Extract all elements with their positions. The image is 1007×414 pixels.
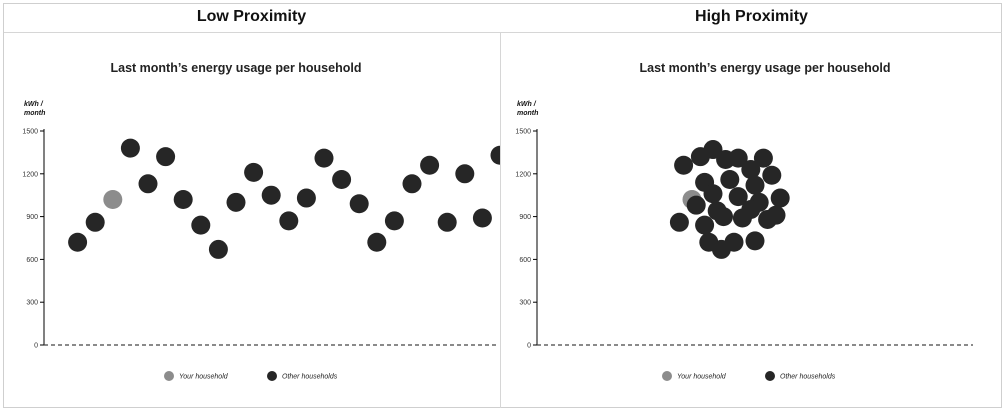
- other-household-point: [208, 239, 228, 259]
- other-household-point: [402, 174, 422, 194]
- y-tick-label: 900: [26, 214, 38, 221]
- other-household-point: [332, 170, 352, 190]
- other-household-point: [690, 147, 710, 167]
- legend-other-households-label: Other households: [282, 374, 338, 381]
- other-household-point: [741, 160, 761, 180]
- other-household-point: [191, 215, 211, 235]
- other-household-point: [669, 212, 689, 232]
- other-household-point: [68, 232, 88, 252]
- panel-divider: [500, 33, 501, 408]
- chart-title: Last month’s energy usage per household: [111, 61, 362, 75]
- y-axis-label-line-1: kWh /: [24, 101, 44, 108]
- legend-other-households-marker: [765, 371, 775, 381]
- other-household-point: [490, 145, 500, 165]
- other-household-point: [85, 212, 105, 232]
- y-axis-label-line-2: month: [517, 110, 538, 117]
- y-tick-label: 1500: [515, 129, 531, 136]
- header-divider: [4, 32, 1002, 33]
- legend-your-household-label: Your household: [677, 374, 727, 381]
- other-household-point: [745, 175, 765, 195]
- other-household-point: [138, 174, 158, 194]
- other-household-point: [724, 232, 744, 252]
- other-household-point: [367, 232, 387, 252]
- y-tick-label: 300: [26, 300, 38, 307]
- other-household-point: [120, 138, 140, 158]
- figure-frame: [3, 3, 1002, 408]
- other-household-point: [695, 215, 715, 235]
- other-household-point: [716, 150, 736, 170]
- legend-your-household-marker: [662, 371, 672, 381]
- y-tick-label: 600: [26, 257, 38, 264]
- other-household-point: [296, 188, 316, 208]
- other-household-point: [472, 208, 492, 228]
- y-tick-label: 1200: [22, 171, 38, 178]
- other-household-point: [766, 205, 786, 225]
- other-household-point: [226, 192, 246, 212]
- other-household-point: [261, 185, 281, 205]
- other-household-point: [686, 195, 706, 215]
- other-household-point: [173, 189, 193, 209]
- other-household-point: [741, 199, 761, 219]
- other-household-point: [745, 231, 765, 251]
- other-household-point: [279, 211, 299, 231]
- other-household-point: [244, 162, 264, 182]
- your-household-point: [103, 189, 123, 209]
- chart-title: Last month’s energy usage per household: [640, 61, 891, 75]
- other-household-point: [703, 184, 723, 204]
- other-household-point: [420, 155, 440, 175]
- other-household-point: [762, 165, 782, 185]
- other-household-point: [728, 187, 748, 207]
- y-tick-label: 0: [34, 343, 38, 350]
- y-tick-label: 0: [527, 343, 531, 350]
- other-household-point: [349, 194, 369, 214]
- chart-low-proximity: Last month’s energy usage per household k…: [22, 61, 500, 381]
- legend-your-household-marker: [164, 371, 174, 381]
- other-household-point: [720, 170, 740, 190]
- other-household-point: [314, 148, 334, 168]
- panel-heading-low-proximity: Low Proximity: [196, 8, 307, 25]
- other-household-point: [156, 147, 176, 167]
- y-axis-label-line-1: kWh /: [517, 101, 537, 108]
- y-tick-label: 1500: [22, 129, 38, 136]
- other-household-point: [384, 211, 404, 231]
- y-tick-label: 300: [519, 300, 531, 307]
- panel-heading-high-proximity: High Proximity: [695, 8, 808, 25]
- other-household-point: [770, 188, 790, 208]
- other-household-point: [674, 155, 694, 175]
- other-household-point: [455, 164, 475, 184]
- legend-other-households-marker: [267, 371, 277, 381]
- y-axis-label-line-2: month: [24, 110, 45, 117]
- other-household-point: [714, 207, 733, 227]
- legend-other-households-label: Other households: [780, 374, 836, 381]
- chart-high-proximity: Last month’s energy usage per household k…: [515, 61, 973, 381]
- y-tick-label: 1200: [515, 171, 531, 178]
- y-tick-label: 900: [519, 214, 531, 221]
- legend-your-household-label: Your household: [179, 374, 229, 381]
- other-household-point: [753, 148, 773, 168]
- other-household-point: [437, 212, 457, 232]
- y-tick-label: 600: [519, 257, 531, 264]
